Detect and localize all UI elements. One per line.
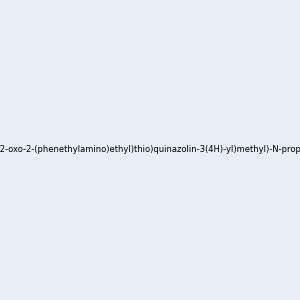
Text: 4-((4-oxo-2-((2-oxo-2-(phenethylamino)ethyl)thio)quinazolin-3(4H)-yl)methyl)-N-p: 4-((4-oxo-2-((2-oxo-2-(phenethylamino)et… xyxy=(0,146,300,154)
